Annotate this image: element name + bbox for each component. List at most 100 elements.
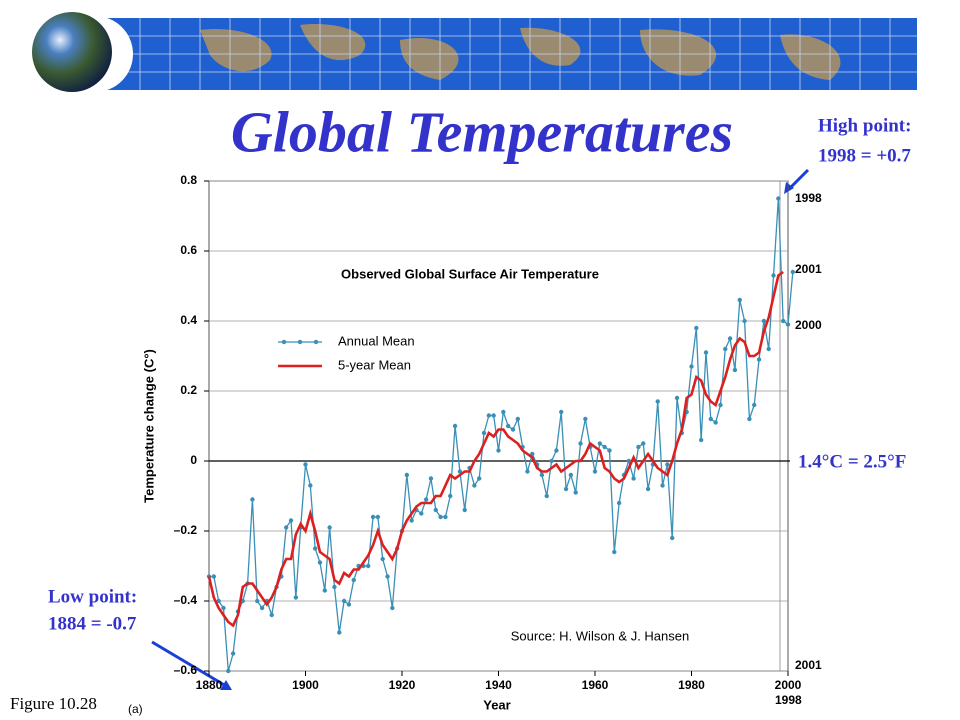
point [607,448,612,453]
point [766,346,771,352]
point [626,458,631,464]
point [761,318,767,324]
legend-dot [281,339,287,345]
low-point-value: 1884 = -0.7 [48,613,137,634]
point [423,497,429,502]
point [477,476,482,481]
point [578,441,583,446]
point [689,364,694,369]
point [670,535,675,541]
point [756,357,762,362]
point [780,318,786,324]
point [332,584,337,590]
point [322,588,327,593]
point [452,423,458,429]
point [515,416,520,422]
legend-label: 5-year Mean [338,357,411,372]
point [713,420,718,425]
point [230,651,236,656]
point [549,458,554,464]
point [723,346,728,352]
source: Source: H. Wilson & J. Hansen [511,628,689,643]
point [346,602,352,607]
point [747,416,752,422]
x-tick-label: 1900 [292,678,319,692]
point [698,437,704,443]
low-arrow [151,640,227,688]
y-tick-label: –0.2 [174,523,198,537]
point [375,514,381,520]
point [703,350,709,355]
point [636,444,641,450]
x-tick-label: 1880 [196,678,223,692]
point [559,409,564,415]
x-tick-label: 1980 [678,678,705,692]
point [660,483,665,488]
point [433,507,438,513]
low-arrow-head [220,680,232,690]
point [293,595,299,600]
point [727,336,733,341]
point [288,518,294,523]
point [718,402,723,408]
point [472,483,477,488]
point [674,395,680,401]
point [645,486,651,492]
point [255,598,260,604]
point [409,518,414,523]
point [694,325,699,331]
point [505,423,511,429]
right-label: 2000 [795,318,822,332]
point [303,462,308,467]
point [438,514,443,520]
point [583,416,588,422]
panel-label: (a) [128,702,143,716]
y-axis-label: Temperature change (C°) [141,349,156,503]
point [776,196,781,201]
point [385,574,390,579]
point [568,472,574,478]
point [496,448,501,453]
point [259,605,265,611]
point [404,472,410,478]
point [732,367,738,373]
point [443,514,448,520]
point [380,556,385,562]
right-label: 2001 [795,658,822,672]
point [486,413,492,418]
point [771,273,776,278]
point [655,399,660,404]
point [597,441,603,446]
point [308,483,313,488]
high-arrow-head [784,182,794,194]
series-line [207,270,784,628]
y-tick-label: 0.6 [180,243,197,257]
point [366,563,371,569]
legend-dot [313,339,319,345]
legend-label: Annual Mean [338,333,415,348]
point [631,476,636,481]
point [510,427,516,432]
point [370,514,376,520]
point [216,598,221,604]
point [211,574,217,579]
y-tick-label: 0.2 [180,383,197,397]
point [390,605,395,611]
point [462,507,467,513]
low-point-label: Low point: [48,586,137,607]
x-tick-label: 1920 [389,678,416,692]
point [226,668,231,674]
chart-title: Observed Global Surface Air Temperature [341,266,599,281]
point [337,630,342,635]
point [269,612,274,618]
figure-label: Figure 10.28 [10,694,97,713]
x-tick-label: 2000 [775,678,802,692]
point [665,462,670,467]
x-axis-label: Year [483,697,510,712]
point [563,486,569,492]
point [641,441,646,446]
y-tick-label: 0 [190,453,197,467]
point [737,297,742,303]
point [785,322,791,327]
